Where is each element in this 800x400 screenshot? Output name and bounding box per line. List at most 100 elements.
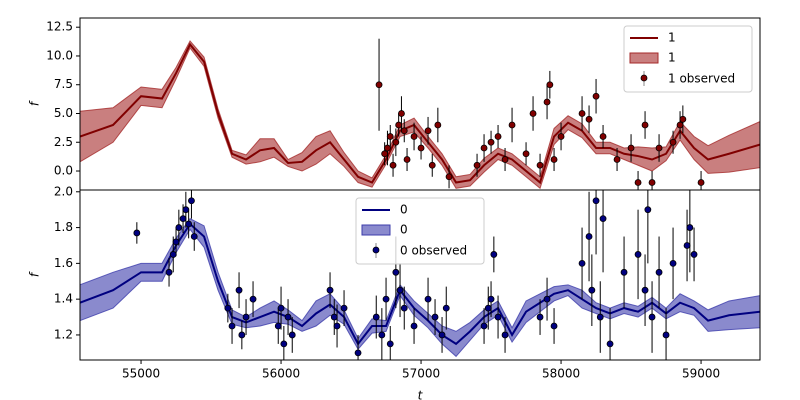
observed-point [242, 313, 250, 321]
observed-point [634, 251, 642, 258]
y-axis-label: f [28, 271, 42, 277]
observed-point [190, 233, 198, 240]
observed-point [648, 179, 656, 186]
observed-point [508, 121, 516, 129]
observed-point [596, 313, 604, 321]
observed-point [490, 251, 498, 258]
observed-point [354, 349, 362, 357]
legend-label: 0 [400, 223, 408, 237]
legend-label: 0 [400, 203, 408, 217]
observed-point [438, 331, 446, 339]
observed-point [188, 197, 195, 205]
legend-label: 1 [668, 31, 676, 45]
observed-point [175, 224, 183, 231]
observed-point [546, 81, 554, 89]
observed-point [550, 156, 558, 163]
observed-point [634, 179, 642, 186]
observed-point [494, 133, 502, 140]
observed-point [403, 156, 411, 163]
observed-point [536, 313, 544, 321]
observed-point [662, 331, 670, 339]
observed-point [529, 110, 537, 117]
observed-point [592, 92, 600, 100]
observed-point [683, 242, 691, 249]
y-tick-label: 1.2 [54, 327, 73, 341]
axes-frame [79, 189, 761, 361]
observed-point [398, 110, 405, 117]
legend-label: 1 observed [668, 72, 735, 86]
y-tick-label: 7.5 [54, 77, 73, 91]
observed-point [578, 259, 586, 267]
observed-point [480, 322, 488, 330]
observed-point [686, 224, 694, 231]
observed-point [522, 150, 530, 158]
observed-point [274, 322, 282, 330]
observed-point [585, 233, 593, 240]
observed-point [487, 295, 495, 303]
observed-point [431, 313, 439, 321]
x-tick-label: 56000 [262, 367, 300, 381]
observed-point [133, 229, 141, 237]
observed-point [480, 144, 488, 152]
mean-line [80, 222, 760, 346]
observed-point [235, 286, 243, 294]
y-tick-label: 1.4 [54, 292, 73, 306]
observed-point [330, 313, 338, 321]
observed-point [613, 156, 621, 163]
observed-point [389, 161, 397, 169]
plot-area [80, 190, 760, 360]
legend-marker [372, 246, 380, 254]
observed-point [395, 121, 403, 129]
observed-point [644, 206, 652, 214]
observed-point [484, 304, 492, 312]
observed-point [494, 313, 502, 321]
observed-point [396, 286, 404, 294]
observed-point [424, 127, 432, 135]
observed-point [384, 144, 391, 152]
observed-point [606, 340, 614, 348]
observed-point [288, 331, 296, 339]
observed-point [333, 322, 341, 330]
observed-point [417, 144, 425, 152]
observed-point [434, 121, 442, 129]
observed-point [372, 313, 380, 321]
y-tick-label: 2.0 [54, 184, 73, 198]
observed-point [410, 133, 418, 140]
observed-point [400, 304, 408, 312]
observed-point [172, 238, 180, 246]
observed-point [400, 127, 408, 135]
observed-point [578, 110, 586, 117]
observed-point [473, 161, 481, 169]
observed-point [669, 138, 677, 146]
observed-point [179, 215, 187, 223]
observed-point [228, 322, 236, 330]
legend-label: 1 [668, 51, 676, 65]
observed-point [599, 133, 607, 140]
legend-marker [640, 74, 648, 82]
observed-point [386, 133, 394, 140]
observed-point [224, 304, 232, 312]
legend-label: 0 observed [400, 244, 467, 258]
observed-point [543, 98, 551, 106]
observed-point [599, 215, 607, 223]
observed-point [424, 295, 432, 303]
observed-point [697, 179, 705, 186]
y-tick-label: 1.6 [54, 256, 73, 270]
observed-point [669, 259, 677, 267]
observed-point [655, 144, 663, 152]
confidence-band [80, 40, 760, 190]
observed-point [392, 268, 400, 276]
observed-point [627, 144, 635, 152]
observed-point [185, 220, 193, 228]
observed-point [284, 313, 292, 321]
y-tick-label: 1.8 [54, 220, 73, 234]
x-tick-label: 58000 [542, 367, 580, 381]
observed-point [249, 295, 257, 303]
plot-area [80, 38, 760, 190]
legend-box [355, 197, 485, 265]
observed-point [501, 331, 509, 339]
x-axis-label: t [418, 389, 424, 400]
observed-point [655, 268, 663, 276]
observed-point [326, 286, 334, 294]
